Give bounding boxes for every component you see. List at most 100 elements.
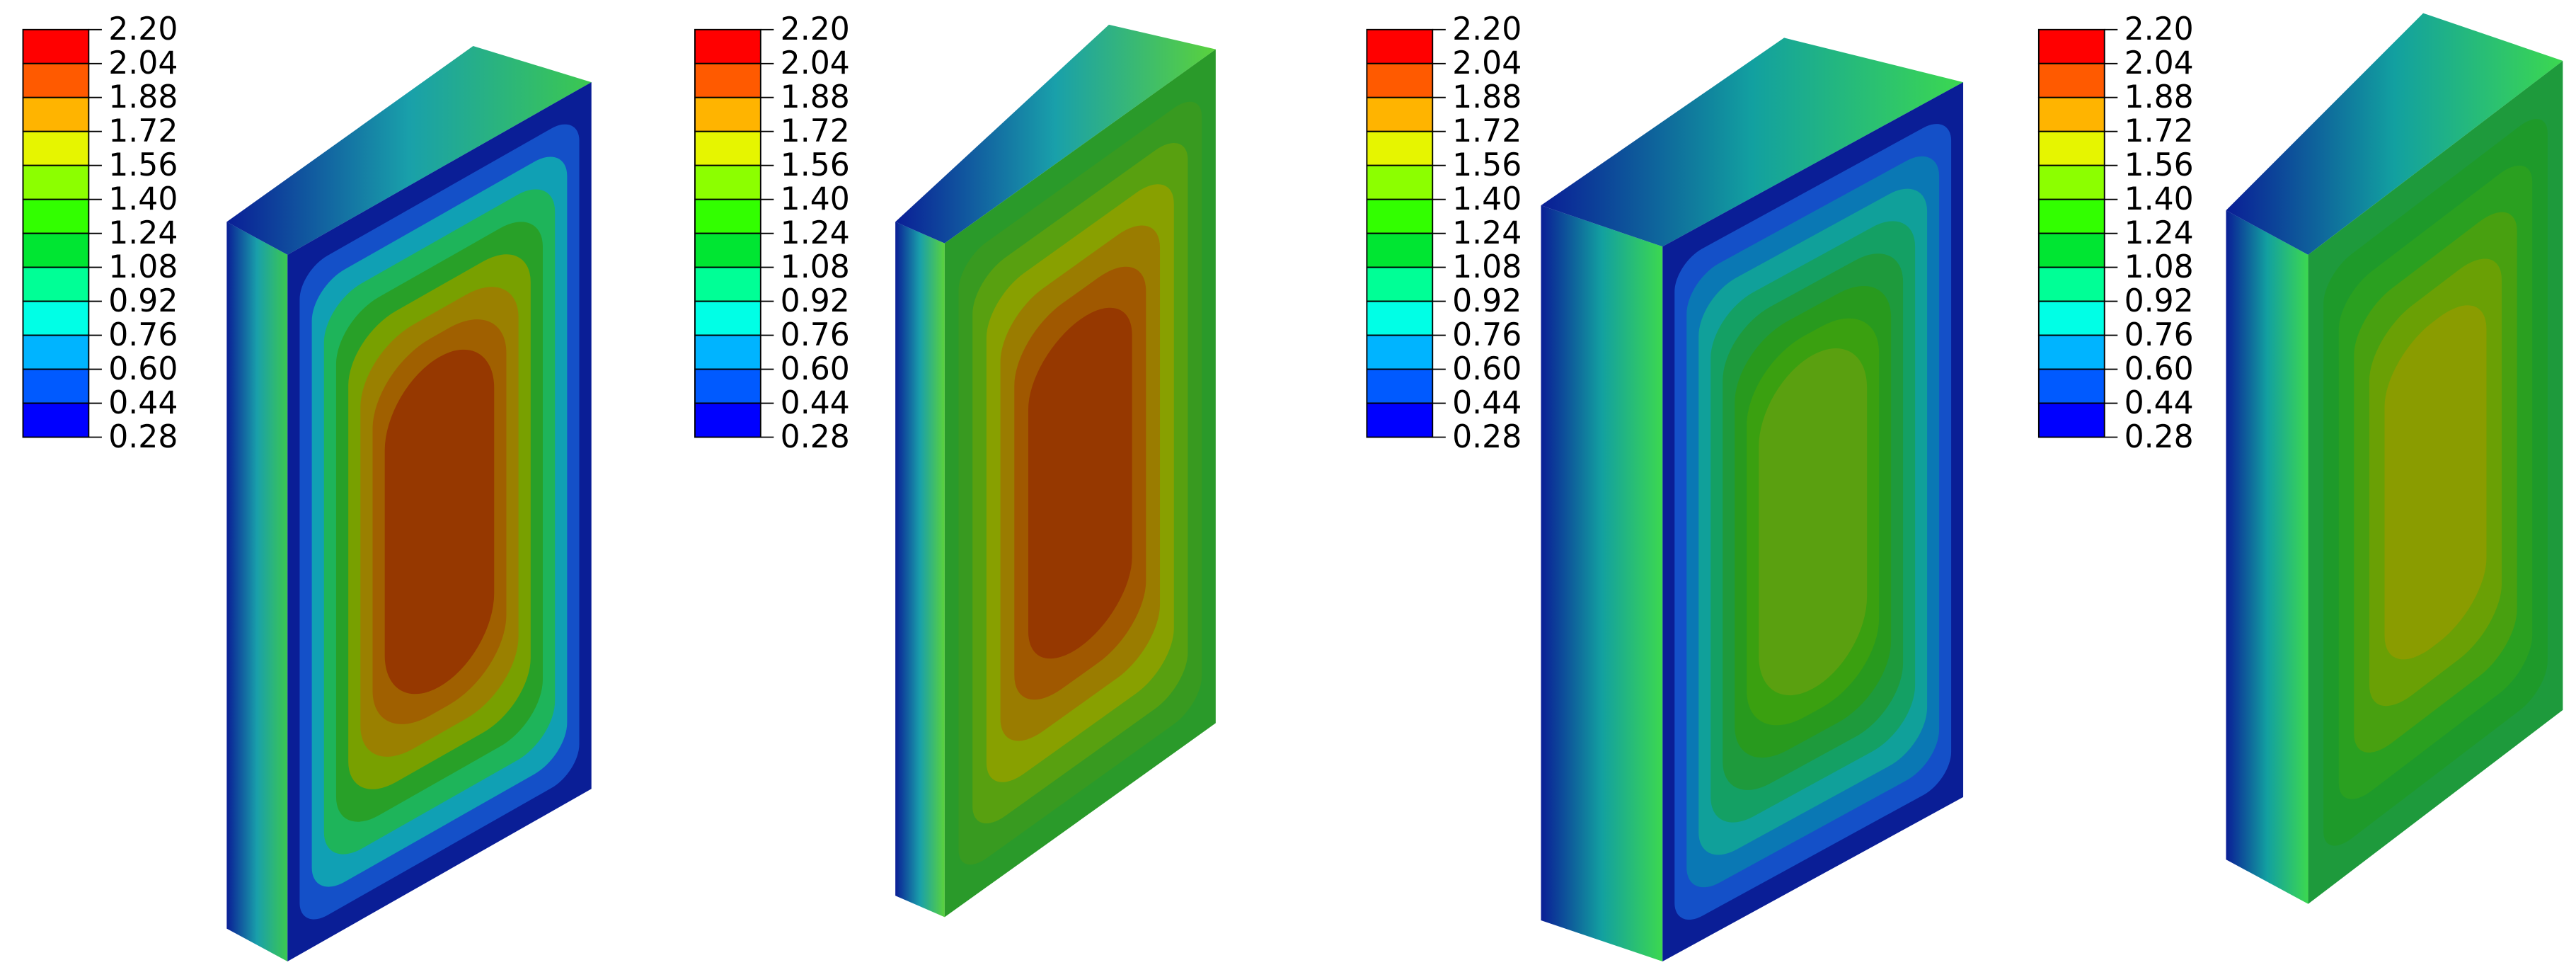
legend-label: 2.20	[781, 11, 850, 47]
legend-label: 1.72	[2124, 113, 2194, 149]
legend-label: 1.08	[108, 249, 178, 285]
legend-label: 1.56	[108, 147, 178, 183]
legend-swatch	[694, 402, 761, 438]
legend-swatch	[2037, 130, 2105, 166]
legend-swatch	[2037, 62, 2105, 98]
legend-swatch	[1366, 130, 1434, 166]
legend-swatch	[22, 198, 90, 234]
panel: 2.202.041.881.721.561.401.241.080.920.76…	[1366, 11, 1964, 962]
legend-label: 1.24	[781, 215, 850, 251]
legend-swatch	[22, 232, 90, 268]
legend-label: 1.72	[1452, 113, 1522, 149]
plate-front	[944, 49, 1216, 918]
legend-swatch	[2037, 402, 2105, 438]
legend-swatch	[694, 300, 761, 336]
legend-label: 1.40	[1452, 181, 1522, 217]
legend-label: 2.20	[1452, 11, 1522, 47]
legend-label: 1.56	[2124, 147, 2194, 183]
legend-label: 1.88	[781, 79, 850, 115]
legend-swatch	[694, 96, 761, 132]
legend-label: 0.76	[1452, 317, 1522, 353]
legend-swatch	[22, 368, 90, 404]
plate-front	[2308, 60, 2563, 904]
legend-swatch	[2037, 198, 2105, 234]
legend-label: 0.44	[108, 385, 178, 421]
legend-swatch	[22, 130, 90, 166]
legend-swatch	[1366, 334, 1434, 370]
legend-swatch	[1366, 164, 1434, 200]
panel: 2.202.041.881.721.561.401.241.080.920.76…	[22, 11, 592, 962]
legend-swatch	[1366, 96, 1434, 132]
legend-label: 1.24	[108, 215, 178, 251]
legend-swatch	[1366, 198, 1434, 234]
legend-label: 2.04	[1452, 45, 1522, 81]
legend-label: 0.28	[1452, 419, 1522, 455]
legend-label: 2.04	[781, 45, 850, 81]
legend-label: 0.92	[108, 283, 178, 319]
legend-swatch	[694, 198, 761, 234]
legend-label: 2.20	[2124, 11, 2194, 47]
legend-swatch	[2037, 28, 2105, 64]
legend-label: 0.60	[1452, 351, 1522, 387]
plate-top	[895, 24, 1216, 244]
legend-swatch	[694, 28, 761, 64]
legend-swatch	[694, 164, 761, 200]
legend-label: 1.24	[1452, 215, 1522, 251]
legend-label: 0.92	[1452, 283, 1522, 319]
legend-label: 0.60	[781, 351, 850, 387]
legend-label: 1.40	[2124, 181, 2194, 217]
legend-swatch	[2037, 334, 2105, 370]
legend-swatch	[694, 334, 761, 370]
legend-swatch	[694, 62, 761, 98]
legend-swatch	[694, 368, 761, 404]
legend-swatch	[2037, 266, 2105, 302]
legend-swatch	[2037, 96, 2105, 132]
panel: 2.202.041.881.721.561.401.241.080.920.76…	[2037, 11, 2563, 904]
legend-swatch	[22, 28, 90, 64]
legend-label: 2.04	[108, 45, 178, 81]
plate-side	[895, 222, 945, 918]
legend-swatch	[22, 96, 90, 132]
plate-top	[1541, 38, 1964, 247]
legend-swatch	[22, 402, 90, 438]
legend-swatch	[22, 62, 90, 98]
legend-swatch	[694, 232, 761, 268]
legend-label: 1.08	[2124, 249, 2194, 285]
legend-label: 0.28	[781, 419, 850, 455]
legend-swatch	[2037, 368, 2105, 404]
legend-label: 0.76	[2124, 317, 2194, 353]
legend-swatch	[1366, 28, 1434, 64]
legend-swatch	[694, 130, 761, 166]
legend-label: 1.88	[1452, 79, 1522, 115]
figure-content: 2.202.041.881.721.561.401.241.080.920.76…	[22, 11, 2563, 962]
legend-label: 1.88	[108, 79, 178, 115]
legend-label: 0.28	[2124, 419, 2194, 455]
legend-label: 1.24	[2124, 215, 2194, 251]
legend-label: 1.56	[1452, 147, 1522, 183]
contour-band	[2384, 305, 2487, 660]
legend-label: 1.08	[781, 249, 850, 285]
legend-label: 0.92	[781, 283, 850, 319]
legend-swatch	[22, 266, 90, 302]
legend-label: 1.08	[1452, 249, 1522, 285]
legend-label: 0.60	[2124, 351, 2194, 387]
contour-band	[384, 349, 495, 695]
legend-label: 1.56	[781, 147, 850, 183]
legend-label: 2.04	[2124, 45, 2194, 81]
legend-swatch	[22, 164, 90, 200]
legend-swatch	[2037, 164, 2105, 200]
legend-swatch	[1366, 368, 1434, 404]
legend-label: 0.76	[781, 317, 850, 353]
legend-swatch	[1366, 232, 1434, 268]
plate-top	[226, 45, 592, 255]
legend-label: 0.60	[108, 351, 178, 387]
legend-swatch	[1366, 402, 1434, 438]
plate-top	[2226, 13, 2563, 255]
plate-side	[2226, 210, 2308, 904]
legend-swatch	[22, 334, 90, 370]
legend-swatch	[1366, 300, 1434, 336]
legend-swatch	[694, 266, 761, 302]
legend-label: 1.72	[108, 113, 178, 149]
legend-swatch	[1366, 62, 1434, 98]
